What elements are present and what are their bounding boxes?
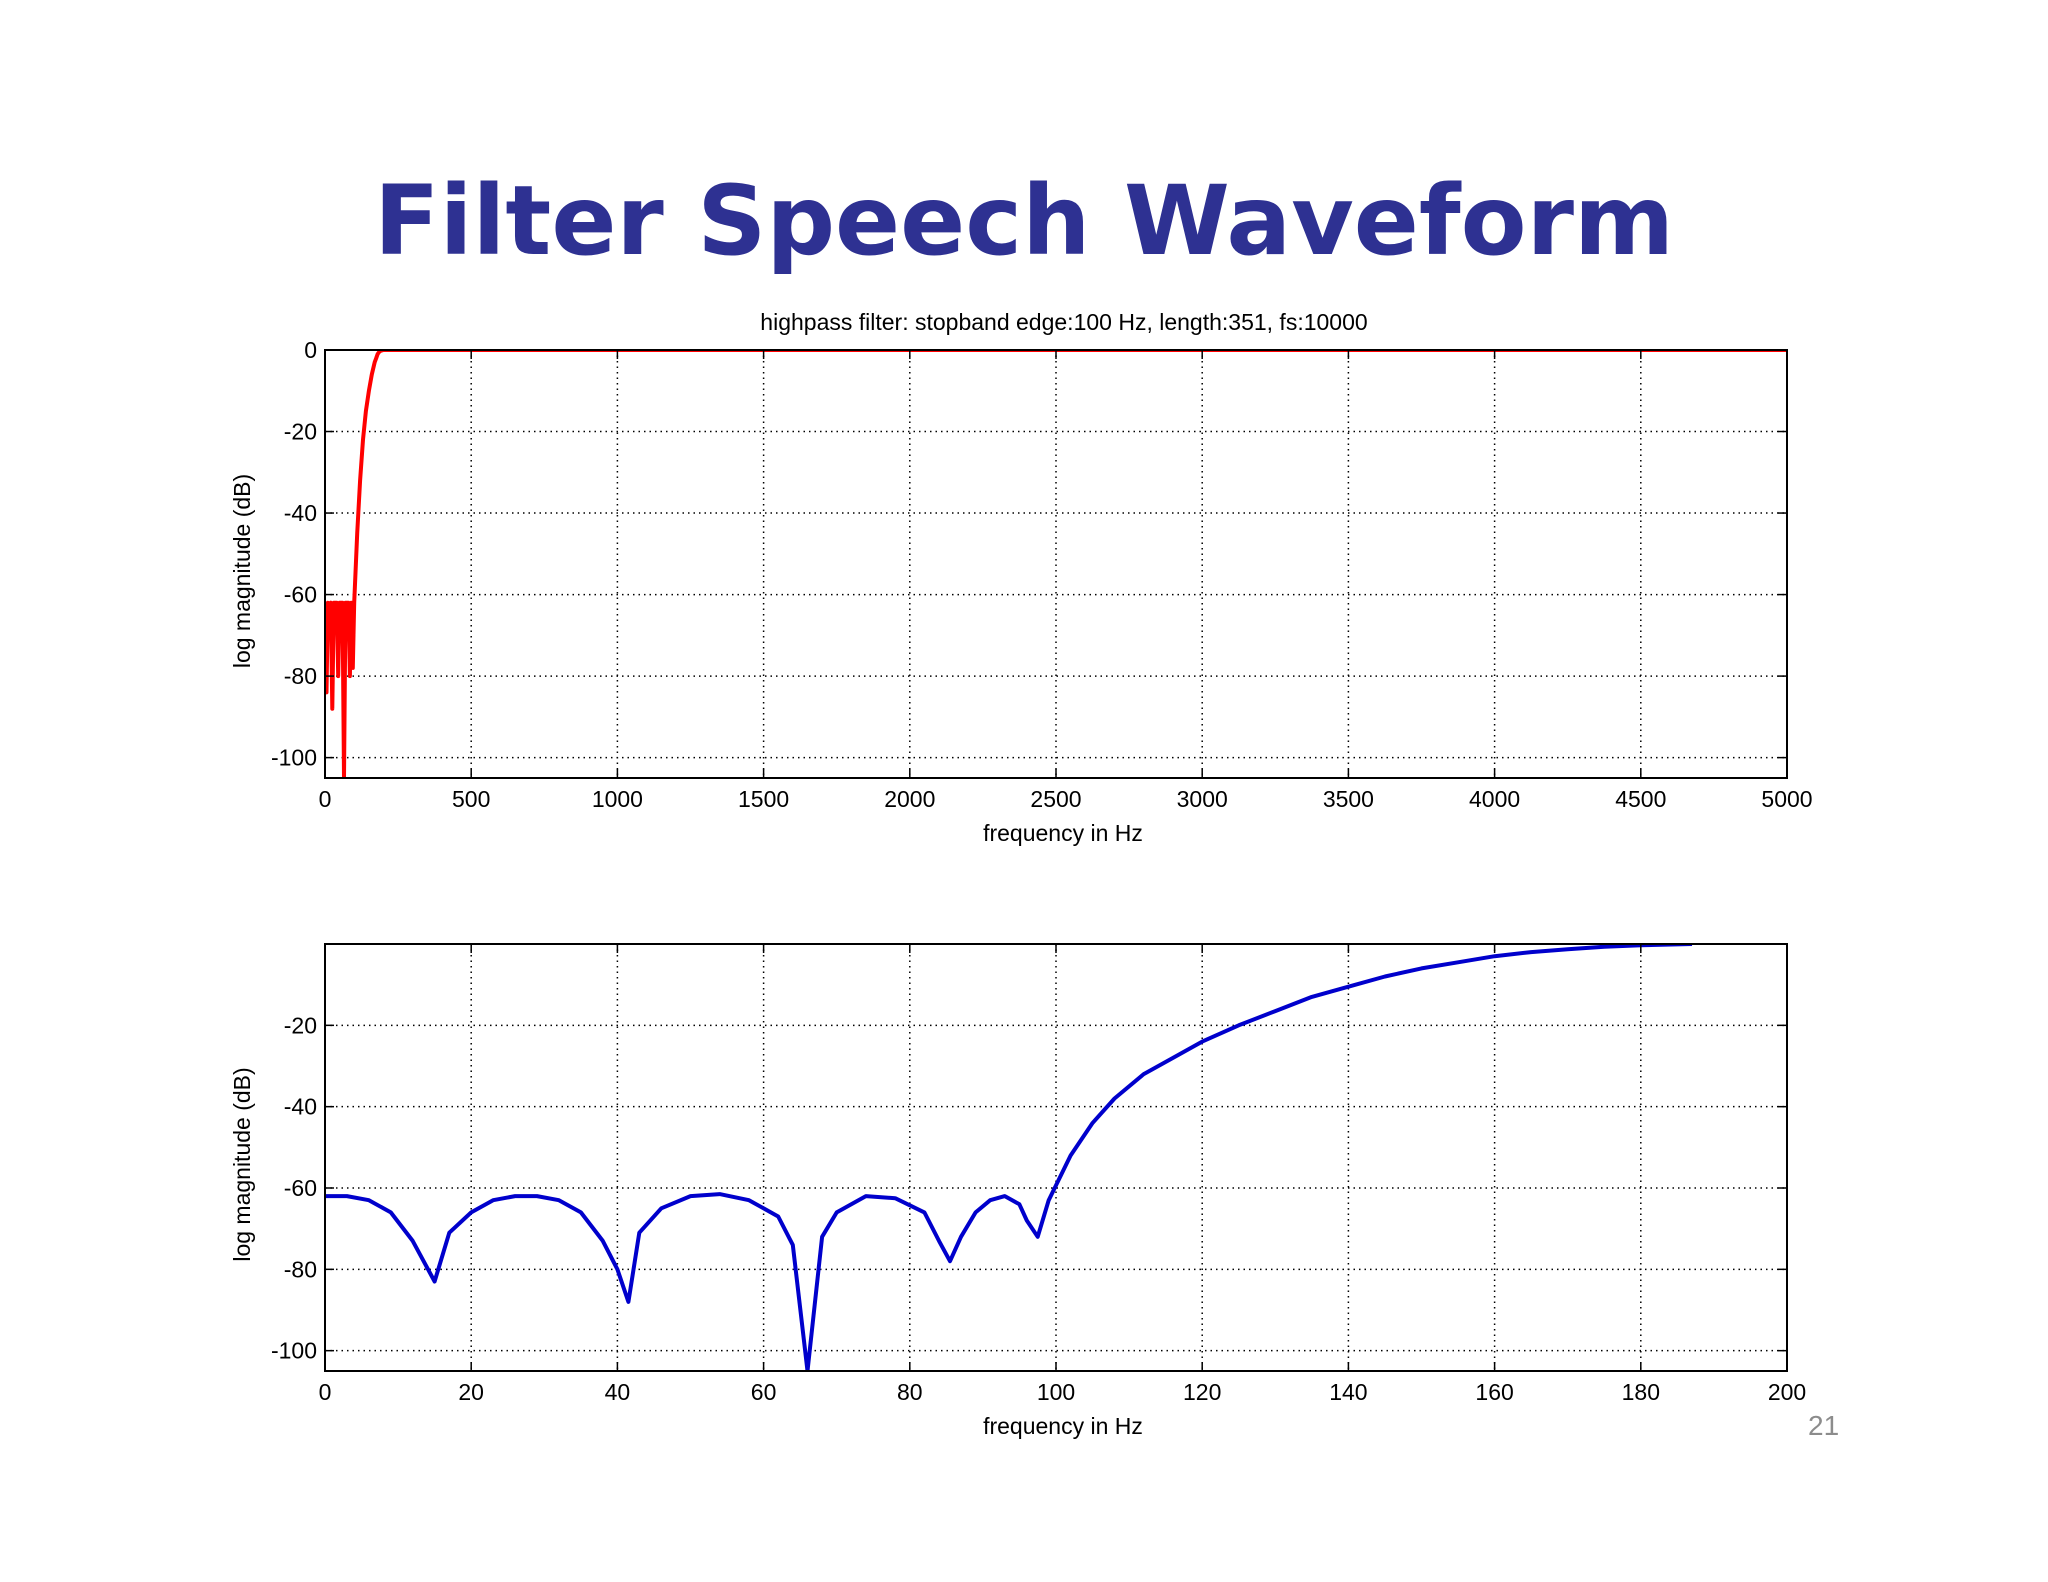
- x-tick-label: 200: [1768, 1379, 1806, 1405]
- x-tick-label: 20: [458, 1379, 484, 1405]
- x-tick-label: 4500: [1615, 786, 1666, 812]
- x-tick-label: 3500: [1323, 786, 1374, 812]
- x-tick-label: 160: [1475, 1379, 1513, 1405]
- series-line: [325, 350, 1787, 778]
- x-tick-label: 0: [319, 786, 332, 812]
- series-line: [325, 944, 1693, 1371]
- x-tick-label: 80: [897, 1379, 923, 1405]
- x-tick-label: 140: [1329, 1379, 1367, 1405]
- y-tick-label: -80: [284, 663, 317, 689]
- y-tick-label: -40: [284, 1094, 317, 1120]
- page-number: 21: [1808, 1410, 1840, 1441]
- chart-title: highpass filter: stopband edge:100 Hz, l…: [760, 309, 1367, 335]
- x-tick-label: 1500: [738, 786, 789, 812]
- y-tick-label: -100: [271, 745, 317, 771]
- y-tick-label: -40: [284, 500, 317, 526]
- x-axis-label: frequency in Hz: [983, 820, 1143, 846]
- y-axis-label: log magnitude (dB): [229, 474, 255, 668]
- y-tick-label: -60: [284, 1175, 317, 1201]
- x-tick-label: 40: [605, 1379, 631, 1405]
- chart-bottom: 0 20 40 60 80 100 120 140 160 180 200 -20 -40 -60 -80 -…: [229, 943, 1806, 1439]
- y-tick-label: -60: [284, 582, 317, 608]
- y-tick-label: -20: [284, 1012, 317, 1038]
- y-tick-label: -80: [284, 1256, 317, 1282]
- x-tick-label: 3000: [1177, 786, 1228, 812]
- x-tick-label: 4000: [1469, 786, 1520, 812]
- x-tick-label: 2000: [884, 786, 935, 812]
- x-axis-label: frequency in Hz: [983, 1413, 1143, 1439]
- y-tick-label: -100: [271, 1338, 317, 1364]
- x-tick-label: 100: [1037, 1379, 1075, 1405]
- x-tick-label: 60: [751, 1379, 777, 1405]
- x-tick-label: 0: [319, 1379, 332, 1405]
- slide-title: Filter Speech Waveform: [374, 165, 1674, 277]
- plot-area: [325, 944, 1787, 1371]
- x-tick-label: 2500: [1030, 786, 1081, 812]
- y-tick-label: -20: [284, 419, 317, 445]
- y-axis-label: log magnitude (dB): [229, 1067, 255, 1261]
- y-tick-label: 0: [304, 337, 317, 363]
- x-tick-label: 180: [1622, 1379, 1660, 1405]
- chart-top: 0 500 1000 1500 2000 2500 3000 3500 4000 4500 5000…: [229, 309, 1813, 846]
- plot-area: [325, 350, 1787, 778]
- x-tick-label: 1000: [592, 786, 643, 812]
- x-tick-label: 5000: [1761, 786, 1812, 812]
- x-tick-label: 500: [452, 786, 490, 812]
- x-tick-label: 120: [1183, 1379, 1221, 1405]
